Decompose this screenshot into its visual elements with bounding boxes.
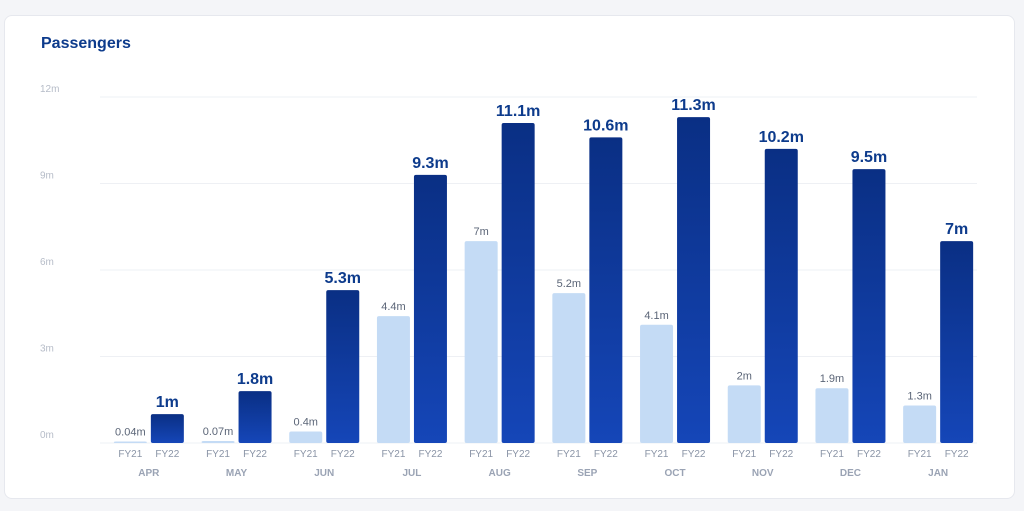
y-tick-label: 3m — [40, 344, 54, 355]
x-tick-label: SEP — [577, 468, 597, 479]
bar-fy21 — [815, 388, 849, 443]
x-series-label: FY22 — [945, 449, 969, 460]
x-tick-label: JAN — [928, 468, 948, 479]
bar-fy22 — [764, 148, 798, 443]
x-series-label: FY21 — [820, 449, 844, 460]
bar-fy22 — [940, 241, 974, 443]
data-label-fy21: 5.2m — [557, 278, 581, 290]
bar-fy22 — [413, 174, 447, 443]
y-tick-label: 12m — [40, 84, 59, 95]
bar-fy21 — [464, 241, 498, 443]
x-series-label: FY22 — [418, 449, 442, 460]
data-label-fy22: 7m — [945, 221, 968, 238]
x-series-label: FY21 — [557, 449, 581, 460]
x-tick-label: MAY — [226, 468, 248, 479]
data-label-fy21: 0.04m — [115, 427, 146, 439]
data-label-fy22: 11.3m — [671, 97, 715, 114]
x-series-label: FY21 — [469, 449, 493, 460]
bar-fy21 — [552, 293, 586, 443]
x-tick-label: APR — [138, 468, 160, 479]
x-series-label: FY21 — [645, 449, 669, 460]
x-series-label: FY21 — [381, 449, 405, 460]
bar-fy22 — [677, 117, 711, 443]
x-series-label: FY21 — [908, 449, 932, 460]
bar-fy21 — [289, 431, 323, 443]
x-series-label: FY22 — [682, 449, 706, 460]
data-label-fy21: 2m — [737, 370, 752, 382]
data-label-fy21: 1.9m — [820, 373, 844, 385]
bar-fy21 — [640, 324, 674, 443]
chart-title: Passengers — [41, 35, 131, 52]
data-label-fy21: 4.1m — [644, 310, 668, 322]
x-series-label: FY22 — [243, 449, 267, 460]
data-label-fy21: 1.3m — [907, 391, 931, 403]
bar-fy21 — [727, 385, 761, 443]
data-label-fy21: 0.07m — [203, 426, 234, 438]
x-series-label: FY21 — [118, 449, 142, 460]
x-series-label: FY21 — [732, 449, 756, 460]
data-label-fy22: 10.6m — [583, 117, 628, 134]
bar-fy21 — [201, 440, 235, 443]
x-tick-label: OCT — [664, 468, 685, 479]
bar-fy22 — [326, 290, 360, 443]
bar-fy21 — [113, 441, 147, 443]
bar-fy21 — [903, 405, 937, 443]
x-series-label: FY21 — [294, 449, 318, 460]
x-tick-label: NOV — [752, 468, 774, 479]
x-series-label: FY22 — [331, 449, 355, 460]
data-label-fy22: 1m — [156, 394, 179, 411]
data-label-fy21: 0.4m — [294, 416, 318, 428]
x-tick-label: DEC — [840, 468, 861, 479]
data-label-fy22: 1.8m — [237, 371, 273, 388]
y-tick-label: 0m — [40, 430, 54, 441]
x-series-label: FY22 — [769, 449, 793, 460]
data-label-fy22: 9.5m — [851, 149, 887, 166]
bar-fy21 — [376, 316, 410, 443]
x-tick-label: AUG — [489, 468, 511, 479]
x-series-label: FY21 — [206, 449, 230, 460]
data-label-fy22: 10.2m — [759, 129, 804, 146]
x-tick-label: JUL — [402, 468, 421, 479]
x-tick-label: JUN — [314, 468, 334, 479]
data-label-fy21: 4.4m — [381, 301, 405, 313]
y-tick-label: 9m — [40, 171, 54, 182]
x-series-label: FY22 — [857, 449, 881, 460]
data-label-fy22: 9.3m — [412, 155, 448, 172]
x-series-label: FY22 — [594, 449, 618, 460]
bar-fy22 — [238, 391, 272, 443]
y-tick-label: 6m — [40, 257, 54, 268]
bar-fy22 — [852, 169, 886, 444]
bar-fy22 — [589, 137, 623, 443]
x-series-label: FY22 — [155, 449, 179, 460]
bar-fy22 — [150, 414, 184, 443]
data-label-fy22: 5.3m — [325, 270, 361, 287]
x-series-label: FY22 — [506, 449, 530, 460]
bar-fy22 — [501, 122, 535, 443]
data-label-fy21: 7m — [474, 226, 489, 238]
data-label-fy22: 11.1m — [496, 103, 540, 120]
